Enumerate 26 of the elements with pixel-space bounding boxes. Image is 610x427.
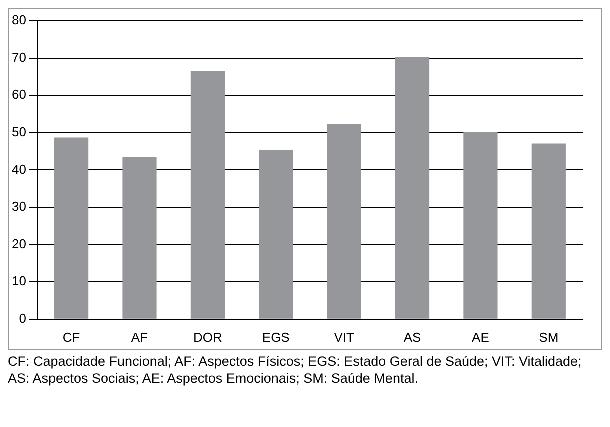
y-tick-label: 50: [12, 124, 26, 140]
y-tick-label: 30: [12, 199, 26, 214]
bar: [327, 124, 362, 319]
y-tick-label: 40: [12, 162, 26, 177]
y-tick-label: 10: [12, 274, 26, 289]
bar: [259, 150, 294, 319]
x-tick-label: DOR: [193, 330, 222, 345]
bar: [190, 70, 225, 319]
bar: [395, 57, 430, 319]
y-tick-label: 60: [12, 87, 26, 102]
x-tick-label: VIT: [334, 330, 354, 345]
text: CF: Capacidade Funcional; AF: Aspectos Físicos; EGS: Estado Geral de Saúde; VIT: Vitalidade; AS: Aspectos Sociais; AE: Aspectos Emocionais; SM: Saúde Mental.: [8, 353, 583, 387]
x-tick-label: SM: [539, 330, 559, 345]
bar: [464, 132, 498, 319]
x-tick-label: CF: [62, 330, 80, 345]
bar: [54, 138, 89, 319]
x-tick-label: EGS: [262, 330, 290, 345]
y-tick-label: 70: [12, 50, 26, 65]
x-tick-label: AE: [472, 330, 490, 345]
x-tick-label: AS: [404, 330, 422, 345]
y-tick-label: 20: [12, 236, 26, 252]
y-tick-label: 80: [12, 12, 26, 28]
bar: [532, 144, 566, 319]
x-tick-label: AF: [131, 330, 148, 345]
bar: [122, 157, 157, 319]
y-tick-label: 0: [19, 310, 26, 326]
